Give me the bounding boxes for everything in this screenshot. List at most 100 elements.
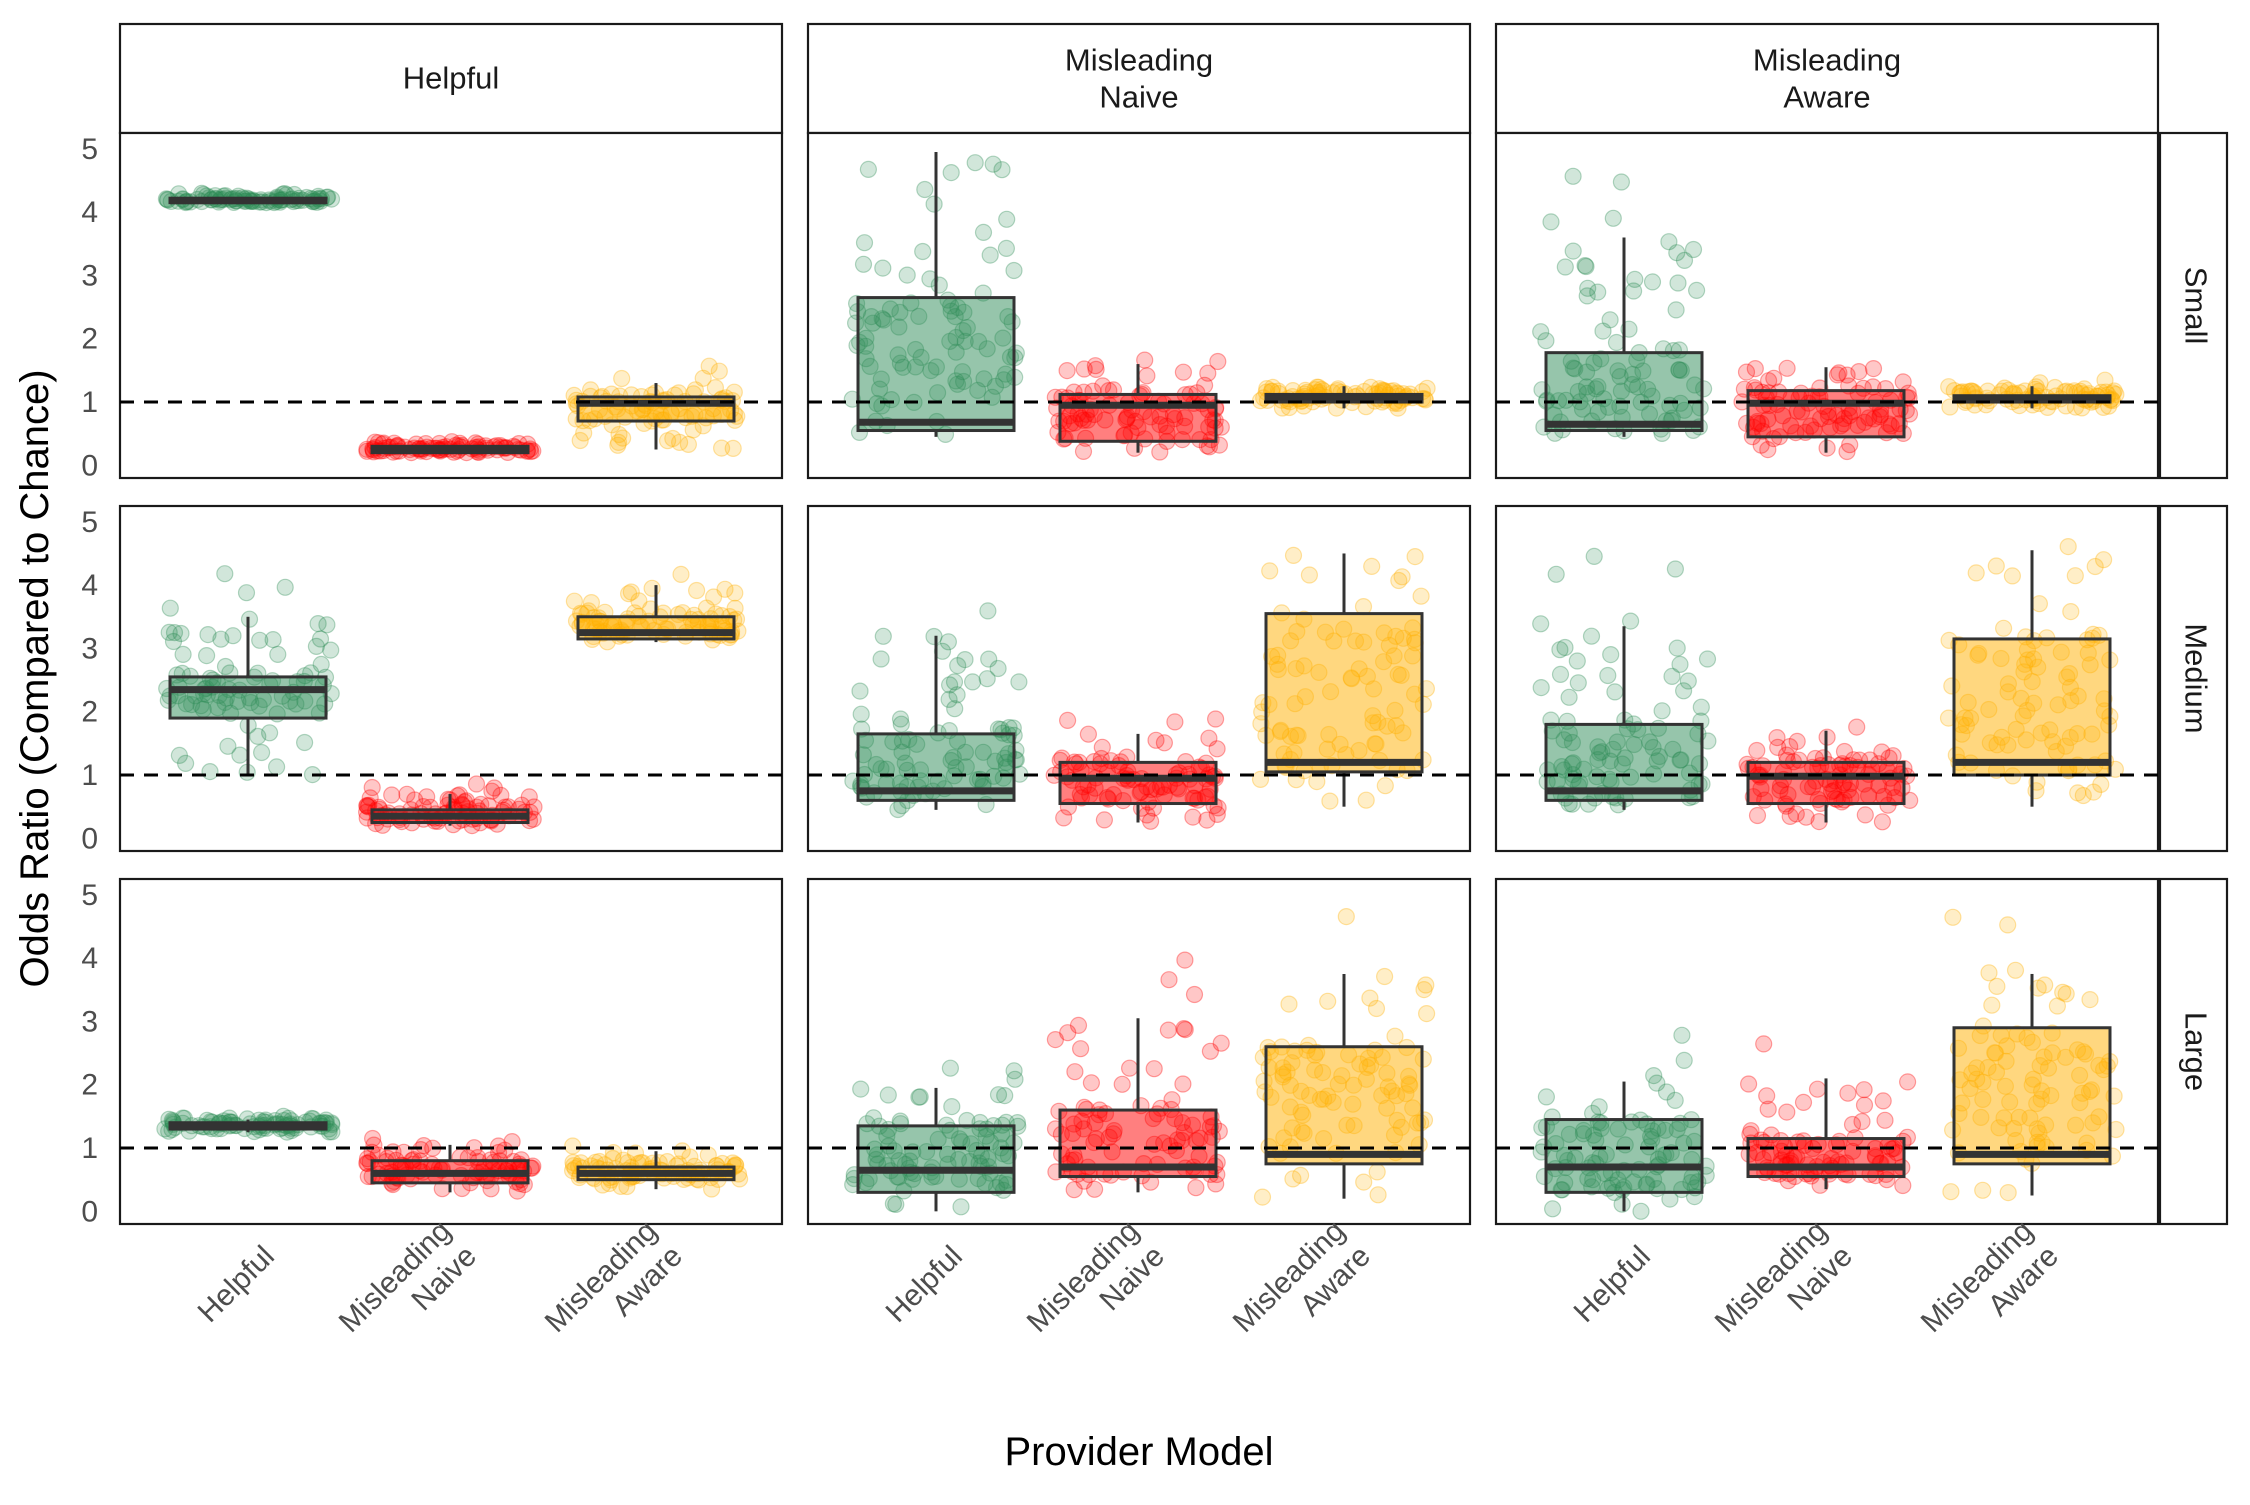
panel-medium-helpful-helpful-point <box>174 645 192 664</box>
panel-small-misleading-naive-helpful-point <box>974 223 993 241</box>
panel-small-misleading-aware-helpful-point <box>1564 242 1582 260</box>
panel-large-misleading-naive-helpful-point <box>943 1097 961 1116</box>
panel-large-misleading-naive-misleading-aware-point <box>1319 992 1337 1010</box>
panel-medium-misleading-naive-helpful-point <box>851 682 869 700</box>
row-strip-label-large: Large <box>2178 1012 2213 1091</box>
panel-large-misleading-naive-misleading-naive-point <box>1159 1021 1178 1039</box>
panel-small-misleading-aware-helpful-point <box>1667 301 1685 319</box>
panel-small-misleading-aware <box>1494 131 2160 480</box>
panel-large-misleading-naive-misleading-aware-point <box>1375 967 1394 986</box>
panel-small-misleading-naive-helpful-point <box>942 164 960 182</box>
panel-large-misleading-naive-misleading-aware-point <box>1415 980 1433 999</box>
panel-large-misleading-naive-misleading-naive-point <box>1160 971 1178 989</box>
panel-small-misleading-aware-helpful-point <box>1624 282 1643 300</box>
panel-medium-misleading-aware-helpful-point <box>1599 666 1617 685</box>
panel-medium-misleading-naive-misleading-aware-point <box>1261 562 1279 580</box>
panel-small-helpful-misleading-aware-point <box>694 369 712 387</box>
y-tick-label: 5 <box>81 506 98 539</box>
panel-small-misleading-naive-helpful-point <box>1005 261 1023 280</box>
panel-medium-misleading-naive-helpful-point <box>945 673 964 691</box>
column-strip-label-misleading-naive-line: Misleading <box>1065 43 1213 78</box>
panel-large-misleading-naive-misleading-naive-point <box>1113 1075 1131 1093</box>
panel-medium-misleading-naive-misleading-naive-point <box>1206 710 1225 728</box>
panel-medium-misleading-naive-misleading-aware-point <box>1284 546 1303 565</box>
panel-medium-misleading-aware-misleading-naive-point <box>1788 732 1806 751</box>
panel-large-misleading-aware <box>1494 877 2160 1226</box>
panel-small-helpful-misleading-aware-point <box>664 429 682 448</box>
panel-large-misleading-aware-misleading-aware-point <box>2006 961 2025 979</box>
panel-large-misleading-naive-misleading-aware-point <box>1368 1163 1386 1181</box>
panel-medium-helpful-misleading-naive-point <box>448 787 467 805</box>
y-tick-label: 0 <box>81 822 98 855</box>
panel-medium-misleading-naive-misleading-aware-point <box>1406 547 1424 566</box>
panel-medium-misleading-naive-helpful-point <box>963 673 982 691</box>
panel-small-helpful-misleading-aware-point <box>575 424 593 442</box>
panel-medium-misleading-naive-misleading-aware-box <box>1264 612 1424 774</box>
panel-large-misleading-naive-misleading-aware-point <box>1253 1188 1272 1206</box>
panel-medium-misleading-aware-misleading-aware-point <box>2066 567 2084 585</box>
panel-large-misleading-naive-misleading-naive-point <box>1176 1020 1194 1039</box>
panel-medium-misleading-naive-helpful-point <box>979 602 997 620</box>
panel-medium-misleading-naive-misleading-aware-point <box>1390 571 1408 590</box>
panel-small-misleading-naive-helpful-point <box>854 255 873 273</box>
panel-medium-helpful-misleading-aware-point <box>716 580 734 598</box>
panel-large-misleading-aware-misleading-naive-point <box>1898 1073 1917 1091</box>
panel-small-helpful-misleading-aware-point <box>609 433 628 451</box>
panel-large-misleading-aware-helpful-box <box>1544 1118 1704 1194</box>
panel-medium-misleading-aware-misleading-naive-point <box>1873 743 1891 761</box>
panel-medium-misleading-aware-helpful-point <box>1671 655 1689 674</box>
panel-medium-misleading-naive-misleading-naive-point <box>1208 740 1226 758</box>
panel-medium-misleading-naive-misleading-aware-point <box>1393 568 1411 586</box>
panel-small-helpful-frame <box>118 131 784 480</box>
panel-large-misleading-aware-helpful-point <box>1543 1200 1562 1218</box>
panel-small-misleading-naive-helpful-point <box>898 266 916 284</box>
panel-small-misleading-aware-helpful-point <box>1612 173 1631 191</box>
panel-medium-helpful-helpful-point <box>219 737 237 755</box>
panel-large-misleading-aware-misleading-naive-point <box>1755 1035 1773 1053</box>
panel-small-misleading-naive-helpful-point <box>855 234 874 252</box>
panel-medium-misleading-aware-helpful-point <box>1532 678 1550 697</box>
panel-large-misleading-aware-helpful-point <box>1590 1098 1608 1116</box>
panel-large-helpful-misleading-naive-point <box>489 1137 508 1155</box>
panel-medium-helpful-misleading-naive-point <box>418 788 436 806</box>
panel-medium-helpful-misleading-naive-point <box>398 785 416 803</box>
panel-medium-misleading-aware-misleading-aware-point <box>2030 595 2049 613</box>
panel-medium-misleading-aware-helpful-point <box>1668 639 1686 657</box>
panel-large-misleading-naive-misleading-naive-point <box>1174 1075 1192 1093</box>
panel-small-misleading-naive-misleading-naive-point <box>1174 363 1193 381</box>
column-strip-misleading-naive <box>806 22 1472 135</box>
panel-small-helpful-misleading-aware-point <box>724 439 742 457</box>
panel-small-misleading-aware-helpful-point <box>1601 311 1619 329</box>
panel-medium-helpful-helpful-point <box>216 657 235 676</box>
panel-medium-misleading-aware-helpful-point <box>1663 667 1681 686</box>
panel-medium-misleading-naive-helpful-point <box>872 650 890 668</box>
panel-medium-misleading-aware-helpful-point <box>1653 702 1671 720</box>
panel-medium-helpful-helpful-point <box>237 584 256 602</box>
panel-medium-helpful-helpful-point <box>269 645 287 664</box>
panel-medium-helpful-misleading-naive-point <box>483 782 501 800</box>
panel-large-misleading-naive-misleading-naive-point <box>1176 951 1194 969</box>
panel-small-helpful-misleading-aware-point <box>684 421 702 439</box>
panel-large-misleading-aware-helpful-point <box>1632 1202 1650 1220</box>
panel-medium-misleading-naive-helpful-point <box>892 715 910 733</box>
panel-large-misleading-aware-misleading-naive-point <box>1778 1103 1796 1121</box>
panel-small-misleading-naive-misleading-naive-point <box>1086 357 1105 375</box>
column-strip-label-misleading-naive-line: Naive <box>1099 80 1178 115</box>
panel-small-misleading-aware-misleading-naive-point <box>1759 372 1778 390</box>
panel-small-misleading-naive-misleading-naive-point <box>1087 360 1105 378</box>
panel-medium-misleading-aware-helpful-point <box>1582 627 1601 645</box>
panel-medium-misleading-aware-misleading-aware-point <box>1967 564 1985 582</box>
panel-large-misleading-aware-misleading-naive-point <box>1894 1176 1912 1195</box>
panel-medium-misleading-aware-misleading-naive-point <box>1768 728 1786 747</box>
panel-medium-misleading-naive-helpful-point <box>940 690 958 709</box>
panel-large-misleading-naive-helpful-point <box>911 1088 929 1106</box>
panel-medium-misleading-aware-helpful-point <box>1547 565 1565 583</box>
panel-large-misleading-naive-misleading-naive-point <box>1066 1063 1084 1081</box>
panel-medium-misleading-naive-misleading-aware-point <box>1363 557 1381 576</box>
panel-small-misleading-aware-misleading-naive-point <box>1828 366 1847 384</box>
panel-medium-misleading-naive-helpful-point <box>989 659 1007 678</box>
panel-small-helpful-misleading-aware-point <box>609 436 627 454</box>
panel-small-misleading-aware-helpful-point <box>1687 281 1706 299</box>
